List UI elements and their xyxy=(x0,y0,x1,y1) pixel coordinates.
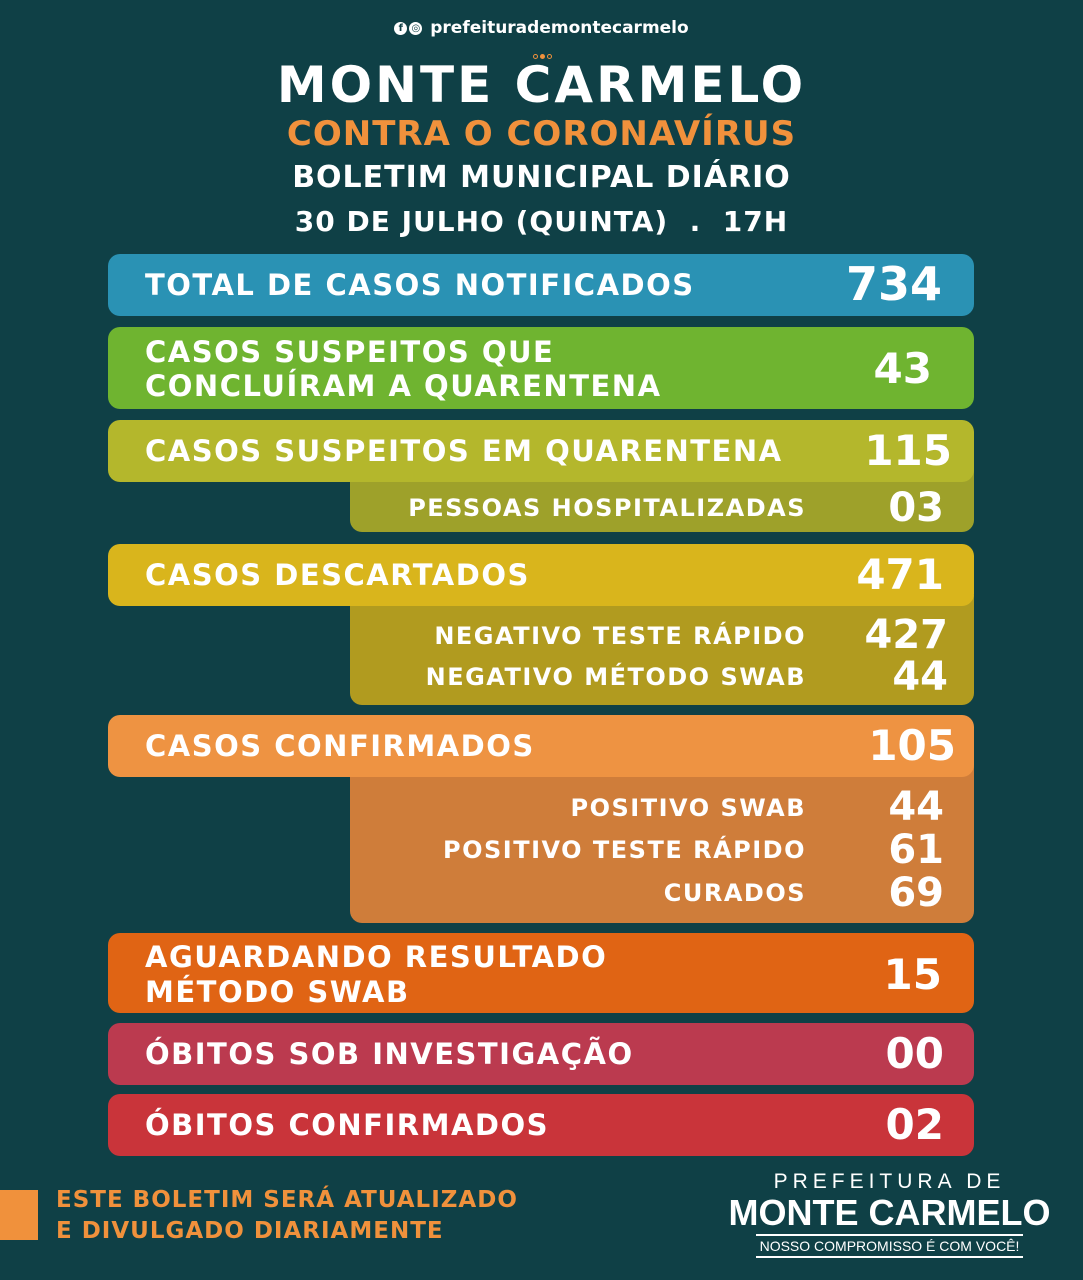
logo-line2: MONTE CARMELO xyxy=(728,1192,1051,1233)
hospitalized-value: 03 xyxy=(888,485,944,531)
awaiting-label-line2: MÉTODO SWAB xyxy=(145,975,410,1009)
decorative-dots xyxy=(530,44,554,63)
city-hall-logo: PREFEITURA DE MONTE CARMELO NOSSO COMPRO… xyxy=(722,1170,1057,1258)
awaiting-label-line1: AGUARDANDO RESULTADO xyxy=(145,940,608,974)
logo-line1: PREFEITURA DE xyxy=(773,1170,1006,1193)
hospitalized-label: PESSOAS HOSPITALIZADAS xyxy=(408,494,806,522)
confirmed-label: CASOS CONFIRMADOS xyxy=(145,729,535,763)
facebook-icon: f xyxy=(394,21,408,35)
notified-bar xyxy=(108,254,974,316)
bulletin-date: 30 DE JULHO (QUINTA) . 17H xyxy=(294,205,789,238)
deaths-confirmed-label: ÓBITOS CONFIRMADOS xyxy=(145,1108,550,1142)
discarded-label: CASOS DESCARTADOS xyxy=(145,558,530,592)
neg-swab-value: 44 xyxy=(892,654,948,700)
discarded-value: 471 xyxy=(856,550,944,599)
quarantine-bar xyxy=(108,420,974,482)
concluded-label-line2: CONCLUÍRAM A QUARENTENA xyxy=(145,369,662,403)
pos-rapid-label: POSITIVO TESTE RÁPIDO xyxy=(443,836,806,864)
footer-note: ESTE BOLETIM SERÁ ATUALIZADO E DIVULGADO… xyxy=(56,1185,518,1247)
discarded-bar xyxy=(108,544,974,606)
notified-label: TOTAL DE CASOS NOTIFICADOS xyxy=(145,268,695,302)
neg-swab-label: NEGATIVO MÉTODO SWAB xyxy=(425,663,806,691)
notified-value: 734 xyxy=(845,257,942,311)
pos-swab-label: POSITIVO SWAB xyxy=(570,794,806,822)
awaiting-value: 15 xyxy=(883,950,942,999)
deaths-confirmed-value: 02 xyxy=(885,1100,944,1149)
cured-label: CURADOS xyxy=(663,879,806,907)
cured-value: 69 xyxy=(888,870,944,916)
bulletin-title: BOLETIM MUNICIPAL DIÁRIO xyxy=(292,160,791,195)
deaths-investigation-bar xyxy=(108,1023,974,1085)
instagram-icon: ◎ xyxy=(409,21,423,35)
concluded-bar xyxy=(108,327,974,409)
page-subtitle: CONTRA O CORONAVÍRUS xyxy=(286,114,797,154)
deaths-investigation-label: ÓBITOS SOB INVESTIGAÇÃO xyxy=(145,1037,634,1071)
confirmed-value: 105 xyxy=(868,721,956,770)
pos-rapid-value: 61 xyxy=(888,827,944,873)
logo-slogan: NOSSO COMPROMISSO É COM VOCÊ! xyxy=(755,1234,1024,1258)
page-title: MONTE CARMELO xyxy=(276,56,807,114)
quarantine-value: 115 xyxy=(864,426,952,475)
footer-accent-mark xyxy=(0,1190,38,1240)
deaths-confirmed-bar xyxy=(108,1094,974,1156)
awaiting-bar xyxy=(108,933,974,1013)
neg-rapid-value: 427 xyxy=(864,612,949,658)
concluded-value: 43 xyxy=(873,344,932,393)
confirmed-sub-bar xyxy=(350,765,974,923)
pos-swab-value: 44 xyxy=(888,784,944,830)
discarded-sub-bar xyxy=(350,595,974,705)
footer-note-line2: E DIVULGADO DIARIAMENTE xyxy=(56,1218,444,1244)
confirmed-bar xyxy=(108,715,974,777)
social-handle-text: prefeiturademontecarmelo xyxy=(430,18,689,38)
deaths-investigation-value: 00 xyxy=(885,1029,944,1078)
quarantine-label: CASOS SUSPEITOS EM QUARENTENA xyxy=(145,434,783,468)
neg-rapid-label: NEGATIVO TESTE RÁPIDO xyxy=(434,622,806,650)
footer-note-line1: ESTE BOLETIM SERÁ ATUALIZADO xyxy=(56,1187,518,1213)
social-handle: f ◎ prefeiturademontecarmelo xyxy=(0,18,1083,38)
concluded-label-line1: CASOS SUSPEITOS QUE xyxy=(145,335,555,369)
